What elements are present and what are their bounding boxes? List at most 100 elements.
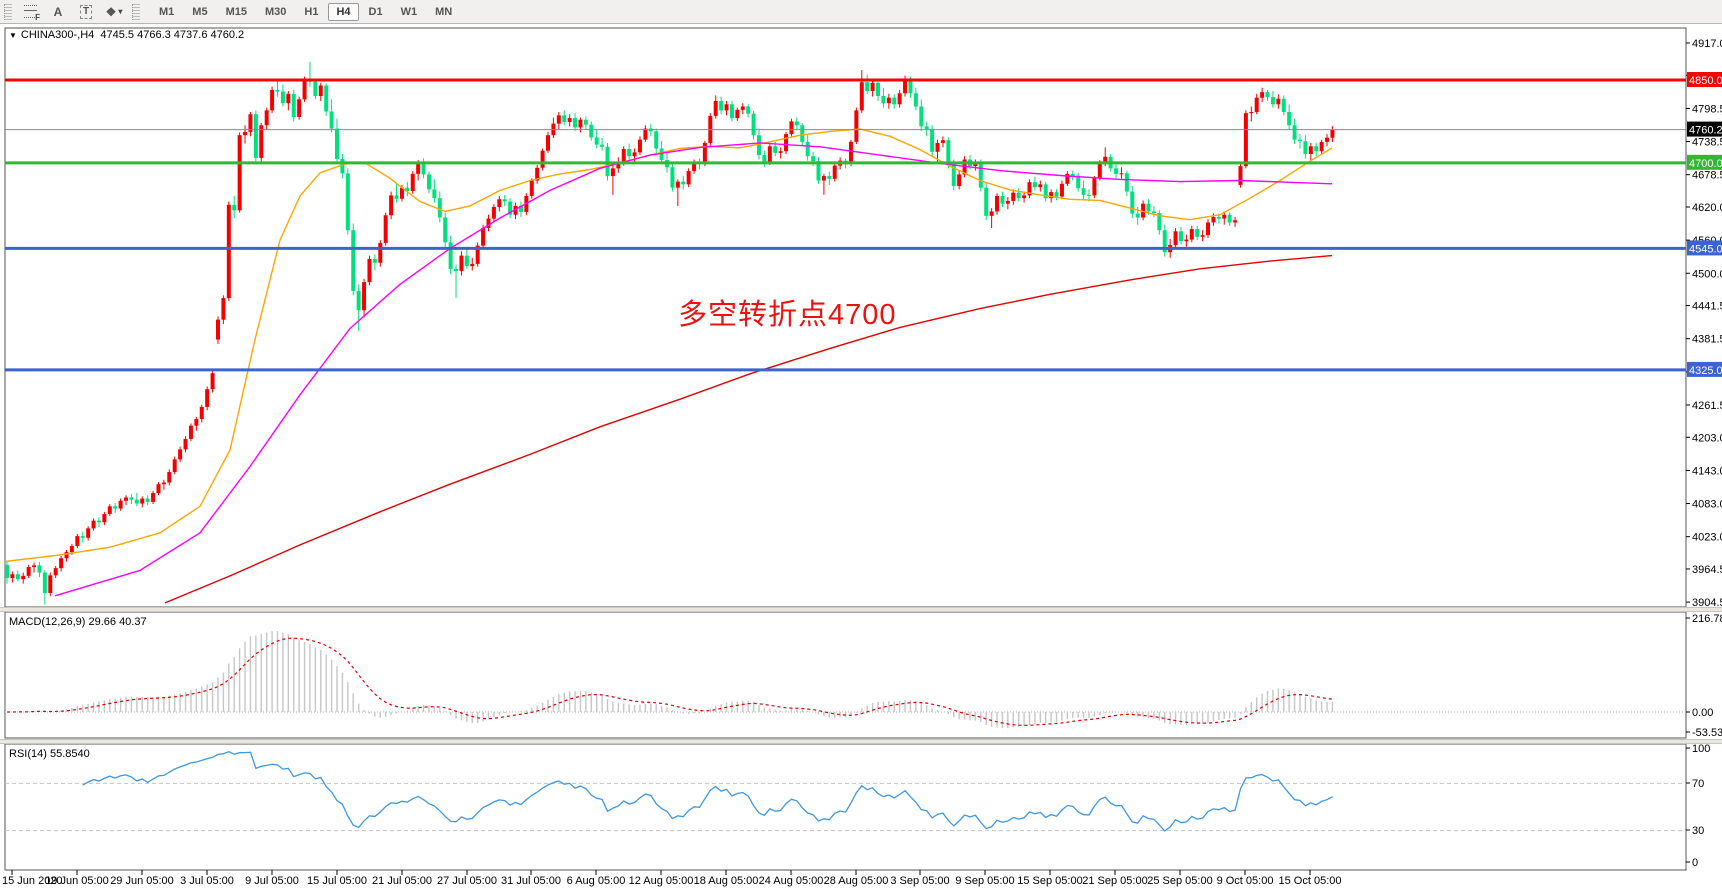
rsi-value: 55.8540 [49, 748, 90, 760]
time-axis-label: 15 Oct 05:00 [1279, 875, 1342, 887]
fibonacci-tool-button[interactable]: F [18, 2, 42, 22]
svg-text:4700.0: 4700.0 [1689, 158, 1722, 170]
price-axis-tick-label: 4381.5 [1692, 334, 1722, 346]
macd-axis-labels: 216.78 0.00 -53.53 [1686, 613, 1722, 739]
chart-title: ▼ CHINA300-,H4 4745.5 4766.3 4737.6 4760.… [9, 29, 244, 41]
price-axis-tick-label: 4023.0 [1692, 532, 1722, 544]
arrows-icon: ❖ [105, 4, 117, 19]
timeframe-bar: M1 M5 M15 M30 H1 H4 D1 W1 MN [150, 2, 461, 21]
time-axis-label: 9 Oct 05:00 [1217, 875, 1274, 887]
macd-axis-label: 216.78 [1692, 613, 1722, 625]
timeframe-button-M1[interactable]: M1 [159, 5, 175, 18]
price-axis-tick-label: 4083.0 [1692, 499, 1722, 511]
timeframe-button-H1[interactable]: H1 [304, 5, 319, 18]
time-axis-label: 15 Sep 05:00 [1017, 875, 1082, 887]
timeframe-button-M30[interactable]: M30 [264, 5, 287, 18]
time-axis-label: 9 Jul 05:00 [245, 875, 299, 887]
time-axis-label: 28 Aug 05:00 [824, 875, 889, 887]
rsi-line [82, 750, 1333, 832]
price-axis-tick-label: 3964.5 [1692, 564, 1722, 576]
price-badge-4850.0 [1687, 71, 1722, 87]
timeframe-button-D1[interactable]: D1 [368, 5, 383, 18]
time-axis-label: 3 Sep 05:00 [890, 875, 949, 887]
rsi-indicator-label: RSI(14) 55.8540 [9, 748, 90, 760]
price-axis-tick-label: 4917.0 [1692, 38, 1722, 50]
panel-splitter-rsi[interactable] [0, 739, 1722, 744]
time-axis-label: 12 Aug 05:00 [629, 875, 694, 887]
macd-axis-label: -53.53 [1692, 727, 1722, 739]
price-axis-tick-label: 3904.5 [1692, 597, 1722, 609]
price-axis-tick-label: 4203.0 [1692, 432, 1722, 444]
rsi-axis-label: 30 [1692, 825, 1704, 837]
toolbar-grip-2[interactable] [132, 3, 140, 20]
price-badge-4545.0 [1687, 240, 1722, 256]
text-label-icon: T [79, 4, 93, 19]
candlestick-series [5, 61, 1335, 605]
rsi-name: RSI(14) [9, 748, 47, 760]
chart-annotation-text[interactable]: 多空转折点4700 [678, 299, 897, 331]
price-badge-4760.2 [1687, 121, 1722, 137]
price-axis-tick-label: 4620.0 [1692, 202, 1722, 214]
rsi-axis-label: 0 [1692, 857, 1698, 869]
macd-indicator-label: MACD(12,26,9) 29.66 40.37 [9, 616, 147, 628]
rsi-axis-label: 100 [1692, 743, 1710, 755]
time-axis-label: 29 Jun 05:00 [110, 875, 174, 887]
arrows-tool-button[interactable]: ❖ ▾ [102, 2, 126, 22]
text-label-tool-button[interactable]: T [74, 2, 98, 22]
time-axis-label: 18 Aug 05:00 [694, 875, 759, 887]
time-axis-label: 21 Jul 05:00 [372, 875, 432, 887]
ma-medium-magenta [54, 142, 1333, 597]
chart-ohlc-values: 4745.5 4766.3 4737.6 4760.2 [100, 29, 245, 41]
fibonacci-icon [23, 5, 37, 18]
toolbar-grip[interactable] [4, 3, 12, 20]
time-axis-label: 9 Sep 05:00 [955, 875, 1014, 887]
chart-symbol-period: CHINA300-,H4 [20, 29, 95, 41]
time-axis-label: 25 Sep 05:00 [1147, 875, 1212, 887]
svg-text:4760.2: 4760.2 [1689, 125, 1722, 137]
macd-panel-border [4, 611, 1687, 739]
time-axis-label: 15 Jun 2020 [2, 875, 63, 887]
timeframe-button-M15[interactable]: M15 [225, 5, 247, 18]
price-badge-4700.0 [1687, 154, 1722, 170]
symbol-dropdown-icon[interactable]: ▼ [9, 31, 17, 40]
price-badge-4325.0 [1687, 361, 1722, 377]
svg-text:4545.0: 4545.0 [1689, 243, 1722, 255]
macd-histogram [27, 631, 1334, 728]
price-axis-tick-label: 4500.0 [1692, 268, 1722, 280]
svg-text:4325.0: 4325.0 [1689, 365, 1722, 377]
price-axis-tick-label: 4798.5 [1692, 103, 1722, 115]
price-axis-tick-label: 4738.5 [1692, 137, 1722, 149]
macd-values: 29.66 40.37 [88, 616, 147, 628]
timeframe-button-H4[interactable]: H4 [328, 2, 359, 21]
time-axis-label: 19 Jun 05:00 [45, 875, 109, 887]
chevron-down-icon: ▾ [118, 7, 123, 16]
rsi-axis-label: 70 [1692, 778, 1704, 790]
time-axis[interactable] [5, 871, 1686, 891]
timeframe-button-W1[interactable]: W1 [400, 5, 418, 18]
ma-fast-orange [4, 128, 1333, 563]
svg-text:4850.0: 4850.0 [1689, 75, 1722, 87]
macd-name: MACD(12,26,9) [9, 616, 86, 628]
price-axis-tick-label: 4441.5 [1692, 301, 1722, 313]
text-tool-icon: A [53, 4, 63, 19]
time-axis-label: 15 Jul 05:00 [307, 875, 367, 887]
time-axis-label: 3 Jul 05:00 [180, 875, 234, 887]
time-axis-label: 24 Aug 05:00 [759, 875, 824, 887]
price-axis-tick-label: 4143.0 [1692, 465, 1722, 477]
time-axis-label: 31 Jul 05:00 [501, 875, 561, 887]
macd-axis-label: 0.00 [1692, 707, 1713, 719]
timeframe-button-M5[interactable]: M5 [192, 5, 208, 18]
time-axis-label: 27 Jul 05:00 [437, 875, 497, 887]
price-axis[interactable] [1687, 28, 1722, 871]
text-tool-button[interactable]: A [46, 2, 70, 22]
time-axis-label: 21 Sep 05:00 [1082, 875, 1147, 887]
timeframe-button-MN[interactable]: MN [435, 5, 453, 18]
ma-slow-red [164, 254, 1333, 604]
time-axis-label: 6 Aug 05:00 [567, 875, 626, 887]
price-axis-labels: 4917.04858.54798.54738.54678.54620.04560… [1686, 38, 1722, 609]
price-axis-tick-label: 4261.5 [1692, 400, 1722, 412]
panel-splitter-macd[interactable] [0, 607, 1722, 612]
